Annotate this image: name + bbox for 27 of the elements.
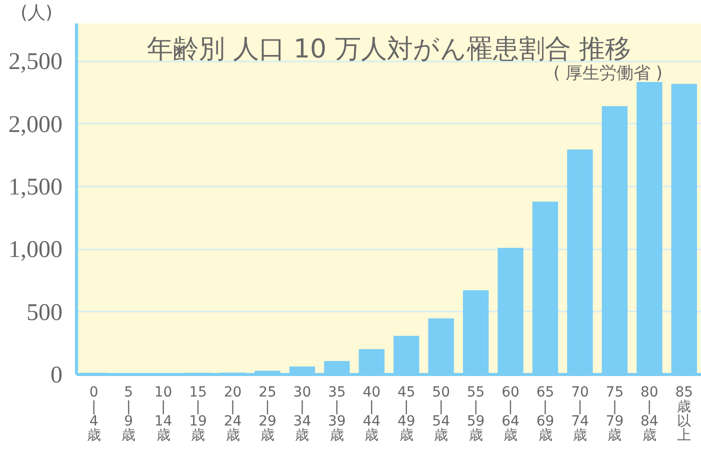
text: ( 厚生労働省 ) — [553, 64, 663, 84]
x-tick-label: 75 | 79 歳 — [606, 384, 624, 444]
x-tick-label: 40 | 44 歳 — [362, 384, 381, 444]
x-tick-label: 0 | 4 歳 — [86, 384, 101, 444]
x-tick-label: 15 | 19 歳 — [189, 384, 207, 444]
chart-title: 年齢別 人口 10 万人対がん罹患割合 推移 — [146, 34, 632, 64]
x-tick-label: 55 | 59 歳 — [466, 384, 485, 444]
y-axis-title: (人) — [20, 2, 53, 24]
x-tick-label: 60 | 64 歳 — [502, 384, 520, 444]
x-tick-label: 65 | 69 歳 — [536, 384, 554, 444]
x-tick-label: 25 | 29 歳 — [258, 384, 276, 444]
x-tick-label: 50 | 54 歳 — [432, 384, 450, 444]
x-tick-label: 80 | 84 歳 — [640, 384, 658, 444]
y-tick-label: 2,500 — [8, 49, 62, 76]
y-tick-label: 0 — [50, 362, 62, 388]
y-tick-label: 2,000 — [8, 112, 62, 138]
x-tick-label: 85歳以上 — [675, 384, 694, 444]
x-tick-label: 45 | 49 歳 — [397, 384, 416, 444]
x-tick-label: 35 | 39 歳 — [328, 384, 346, 444]
y-tick-label: 500 — [26, 300, 62, 326]
x-tick-label: 10 | 14 歳 — [154, 384, 172, 444]
y-tick-label: 1,500 — [8, 174, 62, 200]
x-tick-label: 70 | 74 歳 — [571, 384, 589, 444]
x-tick-label: 5 | 9 歳 — [122, 384, 136, 444]
x-tick-label: 30 | 34 歳 — [293, 384, 312, 444]
y-tick-label: 1,000 — [8, 237, 62, 264]
x-tick-label: 20 | 24 歳 — [224, 384, 242, 444]
